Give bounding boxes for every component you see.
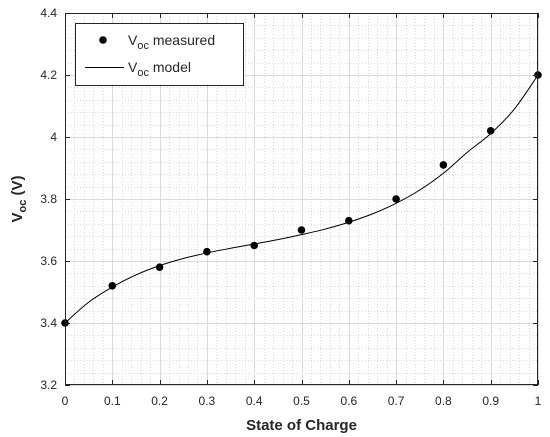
model-curve xyxy=(64,74,539,324)
measured-point xyxy=(439,161,448,169)
label-subscript: oc xyxy=(137,67,149,79)
x-tick-labels: 0 0.1 0.2 0.3 0.4 0.5 0.6 0.7 0.8 0.9 1 xyxy=(62,394,542,408)
label-main: V xyxy=(9,213,26,223)
x-tick-label: 0.3 xyxy=(199,394,216,408)
legend-label-measured: Voc measured xyxy=(128,32,215,52)
x-tick-label: 0.6 xyxy=(340,394,357,408)
x-tick-label: 0.9 xyxy=(482,394,499,408)
y-tick-label: 3.6 xyxy=(40,254,57,268)
label-suffix: measured xyxy=(149,32,215,48)
x-tick-label: 0.7 xyxy=(388,394,405,408)
y-tick-label: 3.8 xyxy=(40,192,57,206)
x-tick-label: 1 xyxy=(535,394,542,408)
y-axis-title: Voc (V) xyxy=(9,175,29,222)
measured-point xyxy=(203,247,211,256)
measured-point xyxy=(250,241,258,250)
x-tick-label: 0.5 xyxy=(293,394,310,408)
y-tick-label: 4 xyxy=(50,130,57,144)
legend-box xyxy=(75,23,244,86)
measured-point xyxy=(345,216,353,225)
measured-point xyxy=(392,195,400,203)
y-tick-label: 3.4 xyxy=(40,316,57,330)
x-axis-title: State of Charge xyxy=(246,417,357,434)
x-tick-label: 0 xyxy=(62,394,69,408)
measured-point xyxy=(155,263,164,272)
label-subscript: oc xyxy=(17,200,29,213)
legend-label-model: Voc model xyxy=(128,59,191,79)
legend-marker-icon xyxy=(99,36,107,44)
x-tick-label: 0.1 xyxy=(104,394,121,408)
y-tick-label: 4.4 xyxy=(40,6,57,20)
ticks xyxy=(65,13,539,386)
label-suffix: model xyxy=(149,59,191,75)
y-tick-labels: 3.2 3.4 3.6 3.8 4 4.2 4.4 xyxy=(40,6,57,392)
measured-point xyxy=(486,127,495,135)
y-tick-label: 3.2 xyxy=(40,378,57,392)
y-tick-label: 4.2 xyxy=(40,68,57,82)
label-main: V xyxy=(128,32,138,48)
x-tick-label: 0.4 xyxy=(246,394,263,408)
label-suffix: (V) xyxy=(9,175,26,199)
measured-point xyxy=(297,226,306,234)
legend: Voc measured Voc model xyxy=(75,23,244,86)
x-tick-label: 0.8 xyxy=(435,394,452,408)
label-subscript: oc xyxy=(137,40,149,52)
label-main: V xyxy=(128,59,138,75)
x-tick-label: 0.2 xyxy=(151,394,168,408)
measured-point xyxy=(108,282,117,290)
series-layer xyxy=(61,71,542,327)
